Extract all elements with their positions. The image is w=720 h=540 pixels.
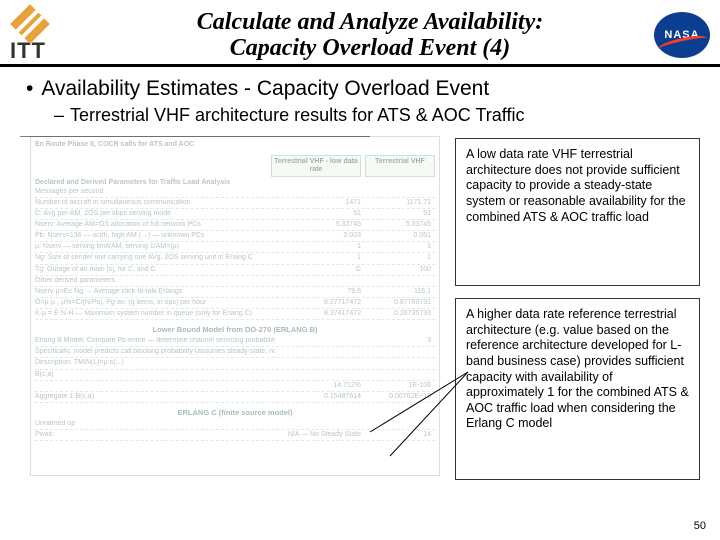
table-row: Erlang B Model: Compare Pb entire — dete… (35, 336, 435, 347)
slide-body: • Availability Estimates - Capacity Overl… (0, 77, 720, 496)
bullet-level1: • Availability Estimates - Capacity Overl… (26, 77, 700, 101)
table-row: Tg: Outage of an main [s], for C, and CC… (35, 265, 435, 276)
table-group3: Unnamed opPwait:N/A — No Steady State14 (35, 419, 435, 441)
table-row: K·µ = E·N·H — Maximum system number in q… (35, 309, 435, 320)
table-top-heading: En Route Phase II, COCR calls for ATS an… (35, 141, 435, 149)
table-row: Ng: Size of sender unit carrying one AVg… (35, 253, 435, 264)
table-row: C: Avg per-AM, 2OS per kbps serving mode… (35, 209, 435, 220)
bullet-l2-text: Terrestrial VHF architecture results for… (70, 105, 524, 125)
bullet-dot-icon: • (26, 77, 33, 100)
group2-label: Lower Bound Model from DO-270 (ERLANG B) (35, 326, 435, 335)
table-row: Number of aircraft in simultaneous commu… (35, 198, 435, 209)
table-row: Aggregate 1·B(c,a)0.154876140.00762E+19 (35, 392, 435, 403)
table-group2: Erlang B Model: Compare Pb entire — dete… (35, 336, 435, 402)
table-row: Other derived parameters (35, 276, 435, 287)
bullet-l1-text: Availability Estimates - Capacity Overlo… (41, 77, 489, 100)
table-column-headers: Terrestrial VHF - low data rate Terrestr… (35, 155, 435, 177)
callout-high-data-rate: A higher data rate reference terrestrial… (455, 298, 700, 480)
page-number: 50 (694, 520, 706, 532)
slide-header: ITT Calculate and Analyze Availability: … (0, 0, 720, 64)
bullet-dash-icon: – (54, 105, 64, 125)
parameters-table: En Route Phase II, COCR calls for ATS an… (30, 136, 440, 476)
table-row: Nserv: Average AM=OS allocation of full … (35, 220, 435, 231)
body-area: En Route Phase II, COCR calls for ATS an… (20, 136, 700, 496)
table-row: Pwait:N/A — No Steady State14 (35, 430, 435, 441)
group1-label: Declared and Derived Parameters for Traf… (35, 179, 435, 187)
table-row: µ: Nserv — serving limit/AM; serving 1/A… (35, 242, 435, 253)
col2-header: Terrestrial VHF (365, 155, 435, 177)
header-rule (0, 64, 720, 67)
table-row: Description: TMIN(L)=µ·s(...) (35, 358, 435, 369)
table-group1: Messages per secondNumber of aircraft in… (35, 187, 435, 320)
table-row: Unnamed op (35, 419, 435, 430)
table-row: Nserv·µ=Ec·Ng → Average click-to-talk Er… (35, 287, 435, 298)
nasa-logo: NASA (640, 12, 710, 58)
group3-label: ERLANG C (finite source model) (35, 409, 435, 418)
slide-title-line1: Calculate and Analyze Availability: (100, 9, 640, 35)
nasa-logo-icon: NASA (654, 12, 710, 58)
col1-header: Terrestrial VHF - low data rate (271, 155, 361, 177)
slide-title: Calculate and Analyze Availability: Capa… (100, 9, 640, 62)
itt-logo: ITT (10, 6, 100, 64)
bullet-level2: –Terrestrial VHF architecture results fo… (54, 105, 700, 126)
slide-title-line2: Capacity Overload Event (4) (100, 35, 640, 61)
table-row: B(c,a) (35, 370, 435, 381)
callout-low-data-rate: A low data rate VHF terrestrial architec… (455, 138, 700, 286)
table-row: Specifically, model predicts call blocki… (35, 347, 435, 358)
table-row: O=µ·µ·, µ%=C/{N/Ps}, Pg-av: (g items, in… (35, 298, 435, 309)
table-row: Messages per second (35, 187, 435, 198)
table-row: Pb: Nserv=136 — oct/h, high AM (→) — unk… (35, 231, 435, 242)
nasa-logo-text: NASA (664, 29, 699, 41)
table-row: 14.712%1E-106 (35, 381, 435, 392)
